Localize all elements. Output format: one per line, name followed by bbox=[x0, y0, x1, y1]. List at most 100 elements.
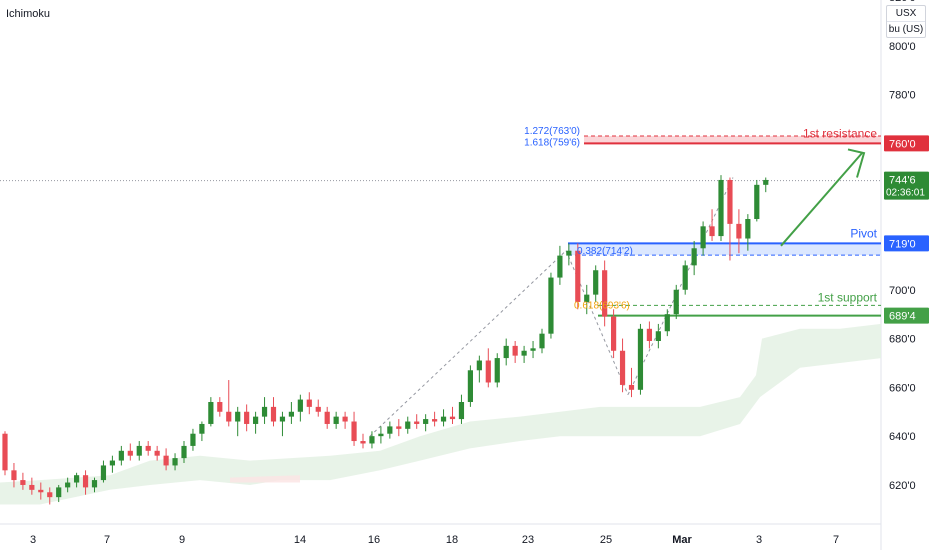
candle bbox=[655, 331, 661, 341]
candle bbox=[664, 314, 670, 332]
currency-label[interactable]: USX bbox=[895, 8, 917, 19]
candle bbox=[378, 433, 384, 437]
candle bbox=[181, 445, 187, 459]
resistance-label: 1st resistance bbox=[803, 126, 877, 140]
candle bbox=[512, 345, 518, 356]
projection-arrow bbox=[780, 152, 863, 247]
candle bbox=[440, 416, 447, 422]
candle bbox=[306, 399, 312, 407]
candle bbox=[145, 445, 151, 451]
candle bbox=[593, 270, 599, 295]
pivot-zone bbox=[568, 243, 881, 256]
candle bbox=[11, 470, 17, 481]
ichimoku-cloud-red bbox=[230, 475, 300, 483]
y-tick-label: 640'0 bbox=[889, 431, 916, 443]
last-price-badge-bg bbox=[884, 171, 929, 200]
candle bbox=[700, 226, 706, 249]
candle bbox=[432, 419, 438, 422]
candle bbox=[369, 436, 375, 444]
candle bbox=[226, 411, 232, 422]
resistance-zone bbox=[584, 136, 881, 145]
candle bbox=[333, 416, 339, 424]
projection-arrowhead bbox=[847, 148, 866, 178]
candle bbox=[521, 350, 527, 356]
candle bbox=[261, 406, 268, 417]
candle bbox=[467, 370, 473, 402]
fib-label-1618: 1.618(759'6) bbox=[524, 137, 580, 148]
candle bbox=[387, 426, 393, 434]
indicator-label[interactable]: Ichimoku bbox=[6, 8, 51, 20]
candle bbox=[38, 489, 44, 493]
x-tick-label: 3 bbox=[756, 534, 762, 546]
candle bbox=[2, 433, 8, 471]
candle bbox=[47, 492, 53, 498]
candle bbox=[628, 384, 635, 390]
pivot-price-badge: 719'0 bbox=[889, 238, 916, 250]
candle bbox=[405, 421, 411, 429]
fib-label-0618: 0.618(693'6) bbox=[574, 300, 630, 311]
candle bbox=[109, 460, 115, 466]
x-tick-label: 23 bbox=[522, 534, 534, 546]
support-label: 1st support bbox=[818, 290, 878, 304]
candle bbox=[288, 411, 294, 417]
x-tick-label: 18 bbox=[446, 534, 458, 546]
candle bbox=[494, 358, 500, 383]
pivot-price-badge-bg bbox=[884, 235, 929, 252]
candle bbox=[74, 475, 80, 483]
candle bbox=[414, 421, 420, 424]
candle bbox=[29, 484, 35, 490]
candle bbox=[736, 223, 742, 239]
candle bbox=[503, 345, 509, 359]
candle bbox=[20, 480, 26, 485]
ichimoku-cloud bbox=[0, 323, 881, 505]
support-price-badge-bg bbox=[884, 307, 929, 324]
fib-guide-line bbox=[627, 177, 734, 395]
last-price-badge: 744'6 bbox=[889, 175, 916, 187]
candle bbox=[458, 402, 465, 420]
candle bbox=[244, 411, 250, 424]
fib-guide-line bbox=[369, 250, 567, 437]
x-tick-label: 7 bbox=[833, 534, 839, 546]
x-tick-label: 14 bbox=[294, 534, 306, 546]
x-tick-label: 16 bbox=[368, 534, 380, 546]
candle bbox=[199, 423, 205, 434]
candle bbox=[754, 184, 760, 219]
countdown-badge: 02:36:01 bbox=[886, 188, 925, 199]
candle bbox=[82, 475, 89, 488]
candle bbox=[557, 255, 563, 278]
x-tick-label: 25 bbox=[600, 534, 612, 546]
resistance-price-badge: 760'0 bbox=[889, 138, 916, 150]
x-tick-label: 9 bbox=[179, 534, 185, 546]
candle bbox=[584, 294, 590, 302]
candle bbox=[360, 441, 366, 444]
candle bbox=[691, 248, 697, 266]
candle bbox=[709, 226, 715, 237]
y-tick-label: 680'0 bbox=[889, 334, 916, 346]
candle bbox=[611, 316, 617, 351]
candle bbox=[172, 458, 178, 466]
currency-unit-box[interactable]: USX bu (US) bbox=[886, 5, 926, 38]
candle bbox=[548, 277, 554, 334]
x-tick-label: 7 bbox=[104, 534, 110, 546]
candle bbox=[485, 360, 491, 383]
resistance-price-badge-bg bbox=[884, 135, 929, 152]
candle bbox=[217, 402, 223, 412]
candle bbox=[763, 179, 769, 185]
candle bbox=[575, 250, 581, 302]
candle bbox=[566, 250, 572, 256]
candle bbox=[279, 416, 286, 422]
candle bbox=[136, 445, 142, 456]
candle bbox=[253, 416, 259, 424]
y-tick-label: 800'0 bbox=[889, 41, 916, 53]
candle bbox=[637, 328, 644, 390]
support-price-badge: 689'4 bbox=[889, 311, 916, 323]
candle bbox=[65, 482, 71, 488]
candle bbox=[602, 270, 608, 317]
x-tick-label: Mar bbox=[672, 534, 692, 546]
candle bbox=[154, 450, 160, 456]
y-tick-label: 660'0 bbox=[889, 382, 916, 394]
pivot-label: Pivot bbox=[850, 226, 877, 240]
unit-label[interactable]: bu (US) bbox=[887, 21, 925, 37]
y-tick-label: 780'0 bbox=[889, 90, 916, 102]
